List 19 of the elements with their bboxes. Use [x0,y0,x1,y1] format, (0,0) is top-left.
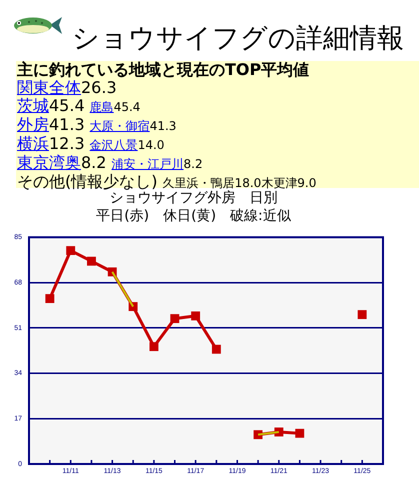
chart-title: ショウサイフグ外房 日別 [108,190,278,207]
point [295,428,304,438]
text: 横浜12.3 金沢八景14.0 [17,134,164,153]
text: 関東全体26.3 [17,78,117,97]
point [87,256,96,266]
text: ショウサイフグの詳細情報 [72,23,404,55]
point [66,246,76,255]
text: 東京湾奥8.2 浦安・江戸川8.2 [17,153,203,172]
chart-subtitle: 平日(赤) 休日(黄) 破線:近似 [95,208,292,225]
point [45,294,54,304]
text: 主に釣れている地域と現在のTOP平均値 [16,60,310,79]
text: 茨城45.4 鹿島45.4 [17,96,140,115]
point [149,342,158,352]
text: その他(情報少なし) 久里浜・鴨居18.0木更津9.0 [17,172,316,191]
point [170,314,180,324]
point [358,310,367,320]
text: 外房41.3 大原・御宿41.3 [17,115,176,134]
point [191,311,200,320]
point [212,344,221,354]
